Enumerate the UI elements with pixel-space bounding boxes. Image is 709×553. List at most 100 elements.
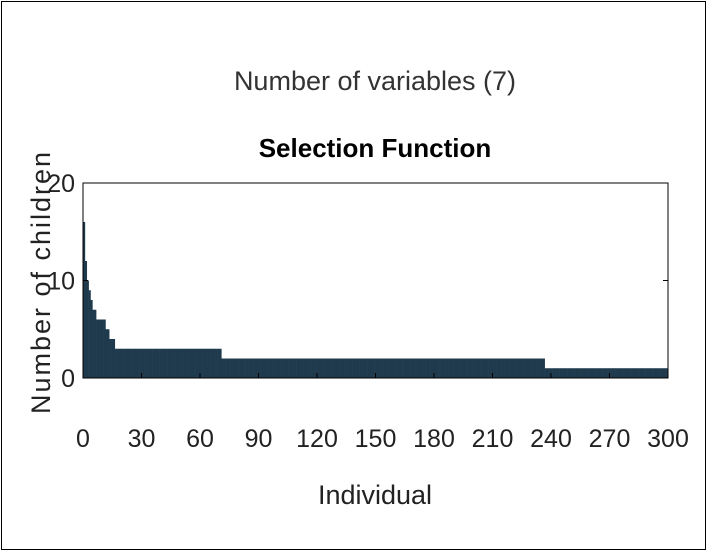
bar (610, 368, 613, 378)
bar (204, 348, 207, 378)
bar (344, 358, 347, 378)
bar (202, 348, 205, 378)
bar (434, 358, 437, 378)
bar (626, 368, 630, 378)
bar (228, 358, 231, 378)
bar (363, 358, 366, 378)
bar (553, 368, 557, 378)
bar (410, 358, 413, 378)
bar (236, 358, 239, 378)
bar (445, 358, 448, 378)
bar (176, 348, 179, 378)
bar (525, 358, 529, 378)
bar (589, 368, 592, 378)
bar (533, 358, 536, 378)
bar (94, 309, 97, 378)
bar (249, 358, 252, 378)
bar (309, 358, 312, 378)
y-tick-label: 20 (47, 170, 75, 198)
bar (333, 358, 336, 378)
bar (103, 319, 106, 378)
bar (462, 358, 465, 378)
bar (167, 348, 170, 378)
bar (606, 368, 609, 378)
x-tick-label: 300 (647, 425, 689, 453)
bar (522, 358, 525, 378)
bar (413, 358, 416, 378)
bar (385, 358, 388, 378)
bar (576, 368, 579, 378)
bar (372, 358, 375, 378)
bar (213, 348, 216, 378)
bar (568, 368, 572, 378)
bar (271, 358, 274, 378)
bar (443, 358, 446, 378)
bar (133, 348, 136, 378)
bar (430, 358, 433, 378)
bar (527, 358, 530, 378)
bar (477, 358, 480, 378)
bar (365, 358, 368, 378)
bar (99, 319, 102, 378)
bar (449, 358, 452, 378)
bar (458, 358, 461, 378)
bar (264, 358, 267, 378)
bar (286, 358, 289, 378)
bar (357, 358, 360, 378)
bar (256, 358, 259, 378)
bar (593, 368, 596, 378)
bar (638, 368, 641, 378)
bar (460, 358, 463, 378)
bar (174, 348, 177, 378)
bar (172, 348, 175, 378)
bar (318, 358, 321, 378)
bar (182, 348, 185, 378)
bar (339, 358, 342, 378)
bar (187, 348, 190, 378)
bar (324, 358, 327, 378)
bar (496, 358, 499, 378)
bar (146, 348, 149, 378)
bar (144, 348, 147, 378)
bar (649, 368, 652, 378)
bar (101, 319, 104, 378)
bar (595, 368, 598, 378)
bar (135, 348, 138, 378)
bar (565, 368, 568, 378)
bar (361, 358, 364, 378)
bar (378, 358, 381, 378)
chart-title: Selection Function (259, 133, 492, 163)
bar (580, 368, 583, 378)
bar (666, 368, 669, 378)
x-tick-label: 90 (245, 425, 273, 453)
bar (621, 368, 624, 378)
bar (585, 368, 588, 378)
bar (159, 348, 162, 378)
bar (539, 358, 542, 378)
bar (86, 280, 89, 378)
bar (305, 358, 308, 378)
bar (469, 358, 473, 378)
bar (322, 358, 325, 378)
bar (578, 368, 581, 378)
bar (230, 358, 233, 378)
bar (520, 358, 523, 378)
bar (641, 368, 644, 378)
bar (514, 358, 517, 378)
bar (282, 358, 286, 378)
bar (383, 358, 387, 378)
bar (316, 358, 319, 378)
bar (563, 368, 566, 378)
bar (441, 358, 445, 378)
bar (396, 358, 400, 378)
bar (111, 339, 114, 378)
bar (453, 358, 456, 378)
bar (170, 348, 174, 378)
bar (406, 358, 409, 378)
bar (301, 358, 304, 378)
bar (122, 348, 125, 378)
bar (367, 358, 370, 378)
bar (118, 348, 121, 378)
x-tick-label: 270 (589, 425, 631, 453)
